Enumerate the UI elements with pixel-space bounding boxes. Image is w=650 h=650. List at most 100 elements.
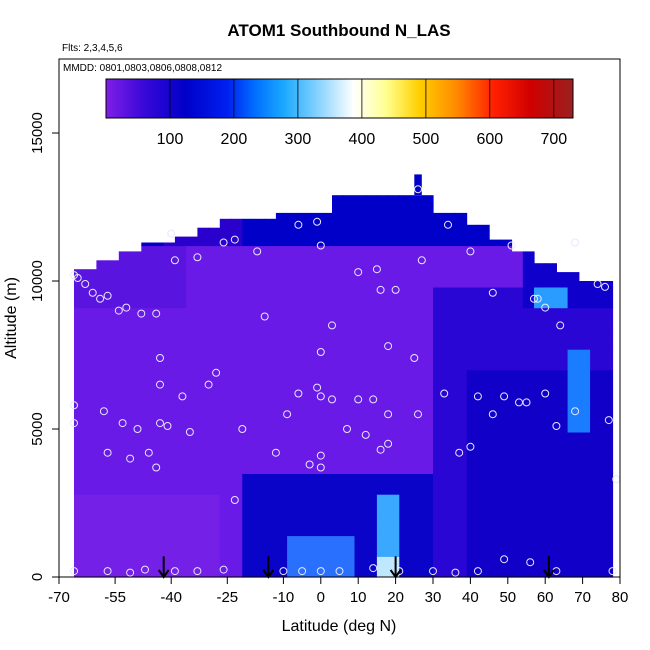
heatmap-cell [264,514,277,537]
observation-point [70,419,78,428]
heatmap-cell [253,432,266,454]
colorbar-tick-label: 100 [157,131,184,148]
heatmap-cell [197,286,210,309]
heatmap-cell [414,174,422,196]
heatmap-cell [545,452,557,474]
heatmap-cell [511,369,524,392]
heatmap-cell [354,473,367,495]
heatmap-cell [365,432,378,454]
observation-point [316,567,325,576]
heatmap-cell [186,514,198,537]
heatmap-cell [107,494,120,516]
heatmap-cell [590,494,602,516]
heatmap-cell [500,286,513,309]
heatmap-cell [477,535,490,557]
heatmap-cell [455,494,468,516]
observation-point [316,392,325,401]
heatmap-cell [332,286,344,309]
heatmap-cell [264,494,277,516]
observation-point [444,220,452,229]
heatmap-cell [287,390,299,412]
heatmap-cell [477,349,490,371]
heatmap-cell [309,432,322,454]
heatmap-cell [186,245,198,267]
heatmap-cell [231,245,243,267]
heatmap-cell [163,328,176,350]
observation-point [384,439,393,448]
heatmap-cell [74,514,86,537]
heatmap-cell [343,286,355,309]
observation-point [451,568,460,577]
heatmap-cell [343,494,355,516]
observation-point [99,407,108,416]
heatmap-cell [365,204,378,226]
heatmap-cell [354,390,367,412]
heatmap-cell [365,535,378,557]
heatmap-cell [489,514,501,537]
heatmap-cell [590,349,602,371]
heatmap-cell [163,286,176,309]
heatmap-cell [567,535,580,557]
heatmap-cell [354,286,367,309]
heatmap-cell [242,556,255,578]
heatmap-cell [231,535,243,557]
heatmap-cell [107,556,120,578]
heatmap-cell [85,286,97,309]
heatmap-cell [208,556,221,578]
heatmap-cell [388,535,400,557]
heatmap-cell [500,390,513,412]
heatmap-cell [320,349,333,371]
heatmap-cell [309,452,322,474]
heatmap-cell [275,212,288,226]
heatmap-cell [433,245,445,267]
heatmap-cell [253,218,266,226]
heatmap-cell [309,307,322,329]
heatmap-cell [231,266,243,288]
heatmap-cell [208,390,221,412]
heatmap-cell [118,411,131,433]
heatmap-cell [421,204,434,226]
heatmap-cell [186,494,198,516]
heatmap-cell [500,473,513,495]
heatmap-cell [534,390,546,412]
heatmap-cell [489,328,501,350]
heatmap-cell [455,245,468,267]
heatmap-cell [433,411,445,433]
y-axis: 0 5000 10000 15000 [29,112,59,581]
observation-point [466,247,475,256]
heatmap-cell [455,556,468,578]
heatmap-cell [421,390,434,412]
heatmap-cell [332,494,344,516]
heatmap-cell [578,390,591,412]
heatmap-cell [107,514,120,537]
heatmap-cell [107,432,120,454]
heatmap-cell [500,452,513,474]
observation-point [316,451,325,460]
heatmap-cell [320,452,333,474]
heatmap-cell [275,266,288,288]
heatmap-cell [511,452,524,474]
heatmap-cell [578,286,591,309]
observation-point [170,256,179,265]
heatmap-cell [399,286,412,309]
heatmap-cell [421,224,434,247]
heatmap-cell [208,514,221,537]
heatmap-cell [399,349,412,371]
heatmap-cell [152,556,165,578]
heatmap-cell [433,494,445,516]
heatmap-cell [433,390,445,412]
heatmap-cell [320,535,333,557]
heatmap-cell [118,369,131,392]
heatmap-cell [500,307,513,329]
observation-point [369,564,378,573]
heatmap-cell [410,307,423,329]
heatmap-cell [275,473,288,495]
heatmap-cell [85,349,97,371]
heatmap-cell [534,328,546,350]
heatmap-cell [332,266,344,288]
heatmap-cell [74,390,86,412]
heatmap-cell [522,556,535,578]
heatmap-cell [399,452,412,474]
observation-point [608,567,617,576]
x-axis-label: Latitude (deg N) [282,618,397,635]
